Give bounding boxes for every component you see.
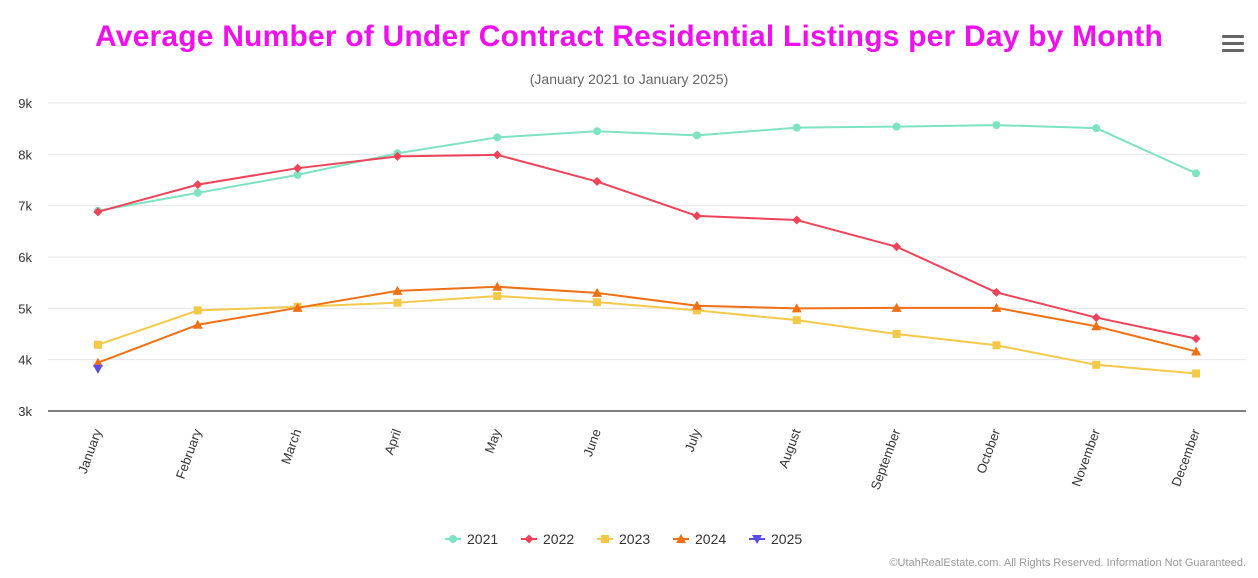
x-tick-label: March: [278, 427, 304, 466]
y-tick-label: 7k: [18, 199, 32, 214]
data-point-2022: [1091, 313, 1101, 323]
data-point-2021: [593, 127, 602, 136]
data-point-2024: [192, 319, 203, 329]
data-point-2021: [293, 170, 302, 179]
data-point-2022: [392, 151, 402, 161]
data-point-2024: [1091, 321, 1102, 331]
legend-marker-2025: [752, 535, 762, 544]
y-tick-label: 6k: [18, 250, 32, 265]
legend-label-2024: 2024: [695, 531, 726, 547]
chart-subtitle: (January 2021 to January 2025): [529, 71, 729, 87]
legend-marker-2024: [676, 534, 686, 543]
data-point-2024: [292, 302, 303, 312]
data-point-2024: [1191, 346, 1202, 356]
data-point-2023: [93, 340, 102, 349]
data-point-2022: [492, 150, 502, 160]
legend-label-2022: 2022: [543, 531, 574, 547]
legend-marker-2021: [449, 535, 457, 543]
data-point-2024: [392, 285, 403, 295]
data-point-2024: [592, 287, 603, 297]
data-point-2024: [492, 281, 503, 291]
x-tick-label: December: [1168, 426, 1203, 488]
data-point-2022: [592, 177, 602, 187]
data-point-2024: [691, 300, 702, 310]
x-tick-label: February: [173, 426, 205, 480]
data-point-2025: [92, 364, 103, 374]
chart-title: Average Number of Under Contract Residen…: [94, 20, 1164, 53]
data-point-2021: [193, 188, 202, 197]
data-point-2022: [792, 215, 802, 225]
data-point-2024: [791, 303, 802, 313]
data-point-2023: [992, 341, 1001, 350]
data-point-2023: [692, 306, 701, 315]
data-point-2022: [892, 242, 902, 252]
credits-text: ©UtahRealEstate.com. All Rights Reserved…: [889, 557, 1246, 569]
y-tick-label: 4k: [18, 353, 32, 368]
data-point-2024: [92, 357, 103, 367]
x-tick-label: January: [75, 426, 105, 475]
data-point-2023: [892, 330, 901, 338]
x-tick-label: April: [381, 427, 404, 457]
data-point-2021: [792, 123, 801, 132]
data-point-2023: [1192, 369, 1201, 378]
data-point-2022: [692, 211, 702, 221]
data-point-2021: [692, 131, 701, 140]
data-point-2023: [792, 316, 801, 325]
legend-marker-2022: [524, 534, 534, 544]
x-tick-label: June: [580, 427, 604, 459]
data-point-2023: [1092, 360, 1101, 369]
legend-label-2023: 2023: [619, 531, 650, 547]
series-line-2023: [97, 295, 1197, 375]
data-point-2022: [193, 180, 203, 190]
data-point-2023: [393, 298, 402, 307]
data-point-2024: [891, 302, 902, 312]
y-tick-label: 5k: [18, 301, 32, 316]
data-point-2021: [892, 122, 901, 131]
data-point-2022: [93, 207, 103, 217]
data-point-2023: [193, 306, 202, 315]
legend-marker-2023: [601, 535, 609, 543]
data-point-2021: [1192, 169, 1201, 178]
series-line-2024: [97, 285, 1197, 364]
data-point-2022: [293, 163, 303, 173]
x-tick-label: May: [482, 426, 505, 455]
x-tick-label: August: [776, 427, 804, 471]
x-tick-label: July: [682, 426, 704, 453]
x-tick-label: October: [973, 426, 1003, 475]
y-tick-label: 8k: [18, 147, 32, 162]
data-point-2021: [992, 121, 1001, 130]
data-point-2021: [493, 133, 502, 142]
legend-label-2025: 2025: [771, 531, 802, 547]
data-point-2023: [493, 292, 502, 301]
data-point-2023: [593, 298, 602, 307]
x-tick-label: September: [868, 426, 904, 492]
y-tick-label: 3k: [18, 404, 32, 419]
data-point-2021: [1092, 124, 1101, 133]
legend-label-2021: 2021: [467, 531, 498, 547]
data-point-2022: [1191, 334, 1201, 344]
x-tick-label: November: [1068, 426, 1103, 488]
y-tick-label: 9k: [18, 96, 32, 111]
data-point-2022: [991, 287, 1001, 297]
data-point-2024: [991, 302, 1002, 312]
series-line-2021: [97, 124, 1197, 212]
hamburger-menu-icon[interactable]: [1222, 35, 1244, 55]
series-line-2022: [97, 153, 1197, 340]
